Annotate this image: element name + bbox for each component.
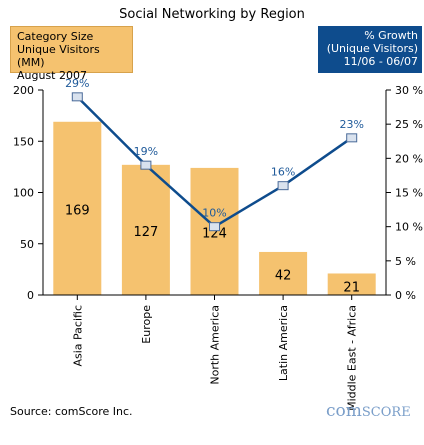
legend-left-line-3: August 2007 xyxy=(17,69,87,82)
y-right-tick-label-4: 20 % xyxy=(395,152,423,165)
y-right-tick-label-5: 25 % xyxy=(395,118,423,131)
growth-marker-2 xyxy=(209,222,220,232)
growth-marker-3 xyxy=(277,181,289,191)
legend-left-line-2: Unique Visitors (MM) xyxy=(17,43,100,69)
growth-label-0: 29% xyxy=(65,77,89,90)
x-tick-label-2: North America xyxy=(209,305,222,385)
bar-3 xyxy=(259,251,308,295)
bar-4 xyxy=(327,273,376,295)
bar-label-4: 21 xyxy=(343,280,360,295)
bar-1 xyxy=(121,164,170,295)
legend-right-line-2: (Unique Visitors) xyxy=(326,42,418,55)
y-right-tick-label-2: 10 % xyxy=(395,221,423,234)
chart-title: Social Networking by Region xyxy=(119,7,305,22)
legend-left-line-1: Category Size xyxy=(17,30,94,43)
legend-growth: % Growth (Unique Visitors) 11/06 - 06/07 xyxy=(318,26,422,73)
bar-label-1: 127 xyxy=(133,225,158,240)
y-left-tick-label-1: 50 xyxy=(20,238,34,251)
legend-right-line-3: 11/06 - 06/07 xyxy=(343,55,418,68)
y-right-tick-label-3: 15 % xyxy=(395,187,423,200)
x-tick-label-3: Latin America xyxy=(277,305,290,381)
logo-part-2: SCORE xyxy=(361,405,411,420)
growth-marker-1 xyxy=(140,160,152,170)
bar-label-3: 42 xyxy=(275,268,292,283)
growth-label-4: 23% xyxy=(339,118,363,131)
bar-0 xyxy=(53,121,102,296)
y-right-tick-label-0: 0 % xyxy=(395,289,416,302)
y-left-tick-label-3: 150 xyxy=(13,135,34,148)
growth-label-3: 16% xyxy=(271,166,295,179)
y-left-tick-label-0: 0 xyxy=(27,289,34,302)
x-tick-label-1: Europe xyxy=(140,305,153,344)
growth-label-1: 19% xyxy=(134,145,158,158)
y-left-tick-label-2: 100 xyxy=(13,187,34,200)
growth-label-2: 10% xyxy=(202,207,226,220)
comscore-logo: comSCORE xyxy=(326,401,411,421)
growth-marker-4 xyxy=(346,133,358,143)
bar-label-2: 124 xyxy=(202,226,227,241)
x-tick-label-4: Middle East - Africa xyxy=(346,305,359,411)
growth-marker-0 xyxy=(71,92,83,102)
source-note: Source: comScore Inc. xyxy=(10,405,133,418)
y-right-tick-label-1: 5 % xyxy=(395,255,416,268)
legend-right-line-1: % Growth xyxy=(364,29,418,42)
legend-category-size: Category Size Unique Visitors (MM) Augus… xyxy=(10,26,133,82)
y-right-tick-label-6: 30 % xyxy=(395,84,423,97)
logo-part-1: com xyxy=(326,401,362,421)
bar-2 xyxy=(190,167,239,295)
x-tick-label-0: Asia Pacific xyxy=(71,305,84,367)
bar-label-0: 169 xyxy=(65,203,90,218)
y-left-tick-label-4: 200 xyxy=(13,84,34,97)
